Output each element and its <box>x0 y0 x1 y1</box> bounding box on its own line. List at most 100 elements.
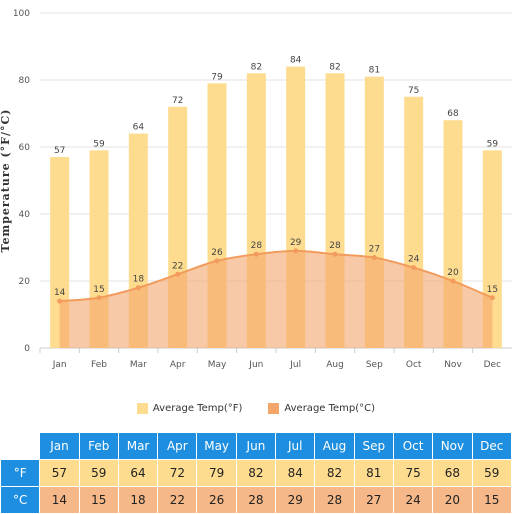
area-value-label: 22 <box>172 261 183 271</box>
table-cell-celsius: 28 <box>235 486 277 514</box>
y-tick-label: 40 <box>19 210 31 220</box>
celsius-point <box>135 285 141 291</box>
celsius-area <box>59 250 493 348</box>
table-month-header: Feb <box>78 432 119 460</box>
table-month-header: May <box>196 432 237 460</box>
table-month-header: Dec <box>471 432 512 460</box>
table-corner-cell <box>0 432 41 460</box>
area-value-label: 14 <box>54 288 66 298</box>
table-cell-celsius: 20 <box>432 486 473 514</box>
area-value-label: 27 <box>369 245 380 255</box>
table-cell-fahrenheit: 64 <box>117 459 159 487</box>
bar-value-label: 75 <box>408 86 419 96</box>
y-axis-title: Temperature (°F/°C) <box>0 109 12 253</box>
table-cell-fahrenheit: 82 <box>235 459 277 487</box>
celsius-point <box>411 265 417 271</box>
celsius-line <box>59 249 493 303</box>
table-cell-celsius: 28 <box>314 486 355 514</box>
bar-value-label: 64 <box>133 123 145 133</box>
bar-value-label: 79 <box>211 72 223 82</box>
chart-legend: Average Temp(°F) Average Temp(°C) <box>0 398 512 418</box>
legend-swatch <box>268 402 280 414</box>
table-cell-fahrenheit: 57 <box>39 459 80 487</box>
legend-item-fahrenheit[interactable]: Average Temp(°F) <box>136 398 243 418</box>
x-tick-label: Apr <box>170 360 186 370</box>
table-cell-fahrenheit: 75 <box>392 459 434 487</box>
table-cell-fahrenheit: 68 <box>432 459 473 487</box>
celsius-point <box>489 295 495 301</box>
y-tick-label: 60 <box>19 143 31 153</box>
table-cell-celsius: 15 <box>78 486 119 514</box>
bar-value-label: 72 <box>172 96 183 106</box>
legend-label: Average Temp(°C) <box>284 402 376 414</box>
table-month-header: Jun <box>235 432 277 460</box>
celsius-point <box>371 255 377 261</box>
table-cell-celsius: 26 <box>196 486 237 514</box>
celsius-point <box>96 295 102 301</box>
table-row-label-fahrenheit: °F <box>0 459 41 487</box>
x-tick-label: Jan <box>52 360 67 370</box>
area-value-label: 26 <box>211 248 223 258</box>
bar-value-label: 82 <box>329 62 340 72</box>
legend-label: Average Temp(°F) <box>152 402 243 414</box>
table-cell-fahrenheit: 81 <box>353 459 394 487</box>
x-tick-label: May <box>208 360 227 370</box>
table-row-label-celsius: °C <box>0 486 41 514</box>
table-cell-fahrenheit: 79 <box>196 459 237 487</box>
table-cell-celsius: 14 <box>39 486 80 514</box>
celsius-point <box>450 278 456 284</box>
y-tick-label: 80 <box>19 76 31 86</box>
bar-value-label: 82 <box>251 62 262 72</box>
table-cell-fahrenheit: 84 <box>275 459 316 487</box>
table-header-row: Jan Feb Mar Apr May Jun Jul Aug Sep Oct Nov Dec <box>0 432 512 460</box>
area-value-label: 15 <box>93 285 104 295</box>
table-cell-celsius: 15 <box>471 486 512 514</box>
area-value-label: 29 <box>290 238 302 248</box>
table-month-header: Mar <box>117 432 159 460</box>
y-tick-label: 20 <box>19 277 31 287</box>
table-row-celsius: °C 14 15 18 22 26 28 29 28 27 24 20 15 <box>0 486 512 514</box>
area-value-label: 20 <box>447 268 459 278</box>
celsius-point <box>57 298 63 304</box>
celsius-point <box>175 271 181 277</box>
x-tick-label: Aug <box>326 360 344 370</box>
table-month-header: Jul <box>275 432 316 460</box>
bar-value-label: 84 <box>290 56 302 66</box>
table-cell-fahrenheit: 59 <box>471 459 512 487</box>
table-month-header: Sep <box>353 432 394 460</box>
table-cell-celsius: 29 <box>275 486 316 514</box>
x-tick-label: Sep <box>366 360 383 370</box>
bar-value-label: 59 <box>487 139 499 149</box>
y-tick-label: 100 <box>13 9 30 19</box>
bar-value-label: 59 <box>93 139 105 149</box>
area-value-label: 24 <box>408 255 420 265</box>
x-tick-label: Dec <box>484 360 501 370</box>
bar-value-label: 81 <box>369 66 380 76</box>
table-month-header: Aug <box>314 432 355 460</box>
table-cell-fahrenheit: 59 <box>78 459 119 487</box>
area-value-label: 28 <box>251 241 263 251</box>
x-tick-label: Oct <box>406 360 422 370</box>
x-tick-label: Jun <box>248 360 263 370</box>
temperature-chart: 0 20 40 60 80 100 Temperature (°F/°C) 57 59 64 72 7… <box>0 9 512 370</box>
temperature-table: Jan Feb Mar Apr May Jun Jul Aug Sep Oct Nov Dec °F 5… <box>0 432 512 514</box>
legend-swatch <box>136 402 148 414</box>
table-cell-fahrenheit: 82 <box>314 459 355 487</box>
table-cell-celsius: 27 <box>353 486 394 514</box>
x-tick-label: Jul <box>289 360 301 370</box>
area-value-label: 18 <box>133 275 145 285</box>
legend-item-celsius[interactable]: Average Temp(°C) <box>268 398 375 418</box>
area-value-label: 28 <box>329 241 341 251</box>
bar-value-label: 57 <box>54 146 65 156</box>
bar-value-label: 68 <box>447 109 459 119</box>
table-month-header: Jan <box>39 432 80 460</box>
celsius-point <box>332 251 338 257</box>
table-cell-fahrenheit: 72 <box>157 459 198 487</box>
celsius-point <box>293 248 299 254</box>
table-cell-celsius: 24 <box>392 486 434 514</box>
table-month-header: Apr <box>157 432 198 460</box>
area-value-label: 15 <box>487 285 498 295</box>
x-tick-label: Nov <box>444 360 462 370</box>
y-tick-label: 0 <box>24 344 30 354</box>
table-month-header: Oct <box>392 432 434 460</box>
